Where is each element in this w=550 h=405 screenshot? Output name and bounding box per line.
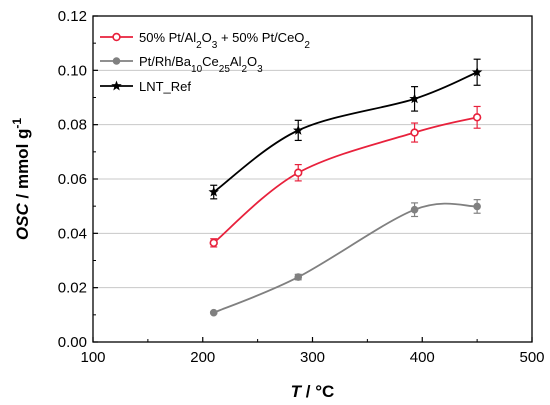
y-axis-unit-exponent: -1 [10, 118, 24, 129]
legend: 50% Pt/Al2O3 + 50% Pt/CeO2 Pt/Rh/Ba10Ce25… [100, 30, 310, 94]
circle-marker [410, 205, 419, 214]
circle-marker [112, 57, 121, 65]
circle-marker [294, 273, 303, 281]
y-tick-label: 0.06 [58, 171, 87, 188]
series [209, 105, 482, 248]
star-marker [111, 80, 122, 91]
circle-marker [209, 238, 218, 248]
series-line [213, 116, 478, 244]
x-tick-label: 300 [300, 349, 325, 366]
circle-marker [410, 128, 419, 137]
circle-marker [473, 202, 481, 211]
legend-item: LNT_Ref [100, 79, 191, 94]
y-tick-label: 0.04 [58, 225, 87, 242]
series [209, 199, 481, 317]
legend-item: 50% Pt/Al2O3 + 50% Pt/CeO2 [100, 30, 310, 51]
y-tick-label: 0.00 [58, 334, 87, 351]
x-tick-label: 500 [519, 349, 544, 366]
x-tick-label: 400 [410, 349, 435, 366]
y-axis-title: OSC / mmol g-1 [10, 118, 32, 240]
y-tick-label: 0.10 [58, 62, 87, 79]
y-tick-label: 0.02 [58, 280, 87, 297]
y-tick-label: 0.12 [58, 8, 87, 25]
x-axis: 100 200 300 400 500 [80, 337, 545, 366]
star-marker [293, 124, 304, 135]
legend-label: LNT_Ref [139, 79, 191, 94]
circle-marker [112, 32, 121, 42]
x-axis-title: T / °C [291, 382, 335, 401]
gridlines [93, 69, 532, 289]
y-axis: 0.00 0.02 0.04 0.06 0.08 0.10 0.12 [58, 8, 98, 351]
circle-marker [294, 168, 303, 177]
legend-item: Pt/Rh/Ba10Ce25Al2O3 [100, 54, 263, 75]
series-line [213, 71, 478, 193]
circle-marker [209, 308, 218, 317]
circle-marker [472, 113, 482, 122]
star-marker [471, 66, 483, 77]
x-axis-symbol: T [291, 382, 303, 401]
y-axis-unit: / mmol g [13, 129, 32, 204]
legend-label: 50% Pt/Al2O3 + 50% Pt/CeO2 [139, 30, 310, 51]
y-tick-label: 0.08 [58, 117, 87, 134]
x-tick-label: 200 [190, 349, 215, 366]
x-axis-unit: / °C [301, 382, 334, 401]
x-tick-label: 100 [80, 349, 105, 366]
series [208, 58, 483, 200]
series-layer [208, 58, 483, 317]
star-marker [208, 186, 219, 197]
legend-label: Pt/Rh/Ba10Ce25Al2O3 [139, 54, 263, 75]
y-axis-symbol: OSC [13, 203, 32, 241]
star-marker [409, 93, 420, 104]
series-line [213, 202, 478, 314]
